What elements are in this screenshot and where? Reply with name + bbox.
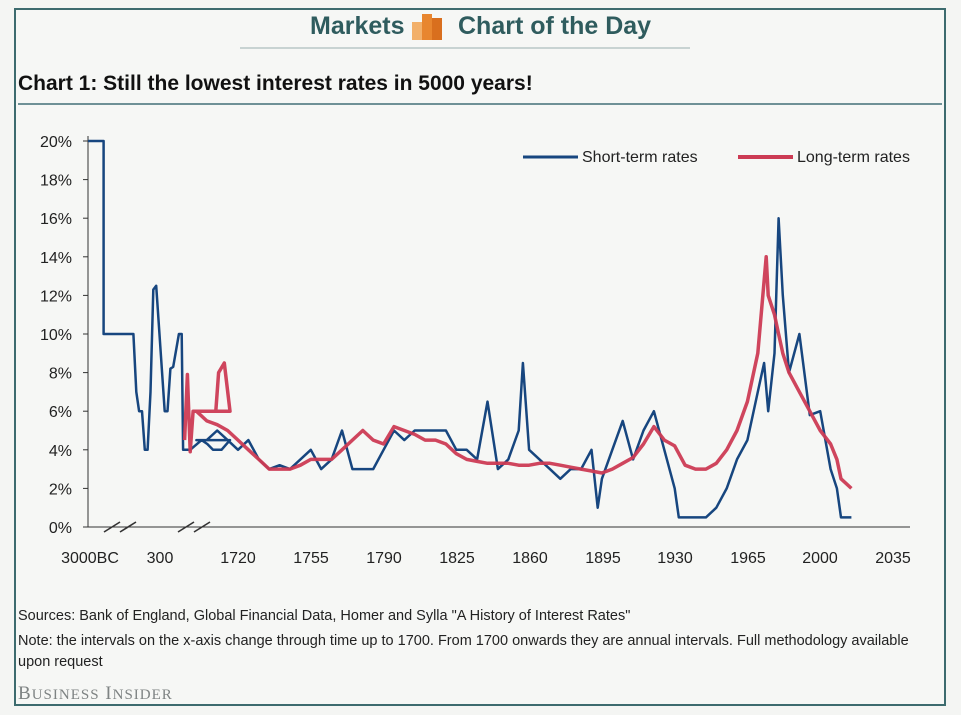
methodology-note: Note: the intervals on the x-axis change… [18, 633, 909, 649]
x-tick-label: 300 [147, 550, 174, 567]
y-tick-label: 16% [40, 211, 72, 228]
series-short-term-line [88, 139, 852, 519]
banner-divider [240, 47, 690, 49]
x-tick-label: 1965 [730, 550, 766, 567]
legend-label-long-term: Long-term rates [797, 149, 910, 166]
y-tick-label: 4% [49, 443, 72, 460]
y-tick-label: 0% [49, 520, 72, 537]
chart-frame [14, 8, 946, 706]
y-tick-label: 18% [40, 173, 72, 190]
y-tick-label: 6% [49, 404, 72, 421]
x-tick-label: 1790 [366, 550, 402, 567]
y-tick-label: 8% [49, 366, 72, 383]
y-tick-label: 10% [40, 327, 72, 344]
axis-break-slash [103, 521, 121, 533]
x-tick-label: 1930 [657, 550, 693, 567]
chart-logo-icon [412, 14, 442, 40]
x-tick-label: 2000 [802, 550, 838, 567]
y-tick-label: 20% [40, 134, 72, 151]
axis-break-mark [177, 521, 211, 533]
series-long-term-line [182, 255, 853, 490]
y-tick-label: 2% [49, 481, 72, 498]
banner-chart-of-the-day-label: Chart of the Day [458, 12, 652, 40]
banner-markets-label: Markets [310, 12, 405, 40]
legend-label-short-term: Short-term rates [582, 149, 698, 166]
axis-break-slash [177, 521, 195, 533]
axis-break-slash [193, 521, 211, 533]
y-tick-label: 14% [40, 250, 72, 267]
x-tick-label: 1860 [512, 550, 548, 567]
chart-title: Chart 1: Still the lowest interest rates… [18, 72, 533, 95]
title-divider [18, 103, 942, 105]
x-tick-label: 2035 [875, 550, 911, 567]
axis-break-mark [103, 521, 137, 533]
x-tick-label: 1895 [585, 550, 621, 567]
axis-break-slash [119, 521, 137, 533]
banner: Markets Chart of the Day [0, 0, 961, 52]
x-tick-label: 3000BC [61, 550, 119, 567]
x-tick-label: 1755 [293, 550, 329, 567]
y-tick-label: 12% [40, 288, 72, 305]
x-tick-label: 1720 [220, 550, 256, 567]
x-tick-label: 1825 [439, 550, 475, 567]
methodology-note-continued: upon request [18, 654, 103, 670]
sources-note: Sources: Bank of England, Global Financi… [18, 608, 631, 624]
business-insider-logo: BUSINESS INSIDER [18, 683, 173, 704]
